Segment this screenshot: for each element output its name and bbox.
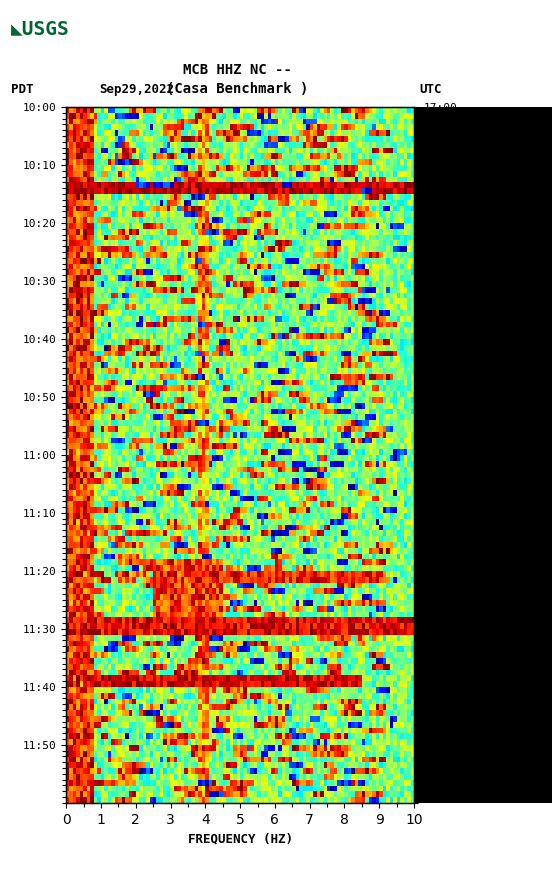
X-axis label: FREQUENCY (HZ): FREQUENCY (HZ) xyxy=(188,832,293,845)
Text: MCB HHZ NC --: MCB HHZ NC -- xyxy=(183,62,292,77)
Text: UTC: UTC xyxy=(420,83,442,95)
Text: ◣USGS: ◣USGS xyxy=(11,20,70,38)
Text: (Casa Benchmark ): (Casa Benchmark ) xyxy=(166,82,309,96)
Text: Sep29,2022: Sep29,2022 xyxy=(99,83,174,95)
Text: PDT: PDT xyxy=(11,83,34,95)
